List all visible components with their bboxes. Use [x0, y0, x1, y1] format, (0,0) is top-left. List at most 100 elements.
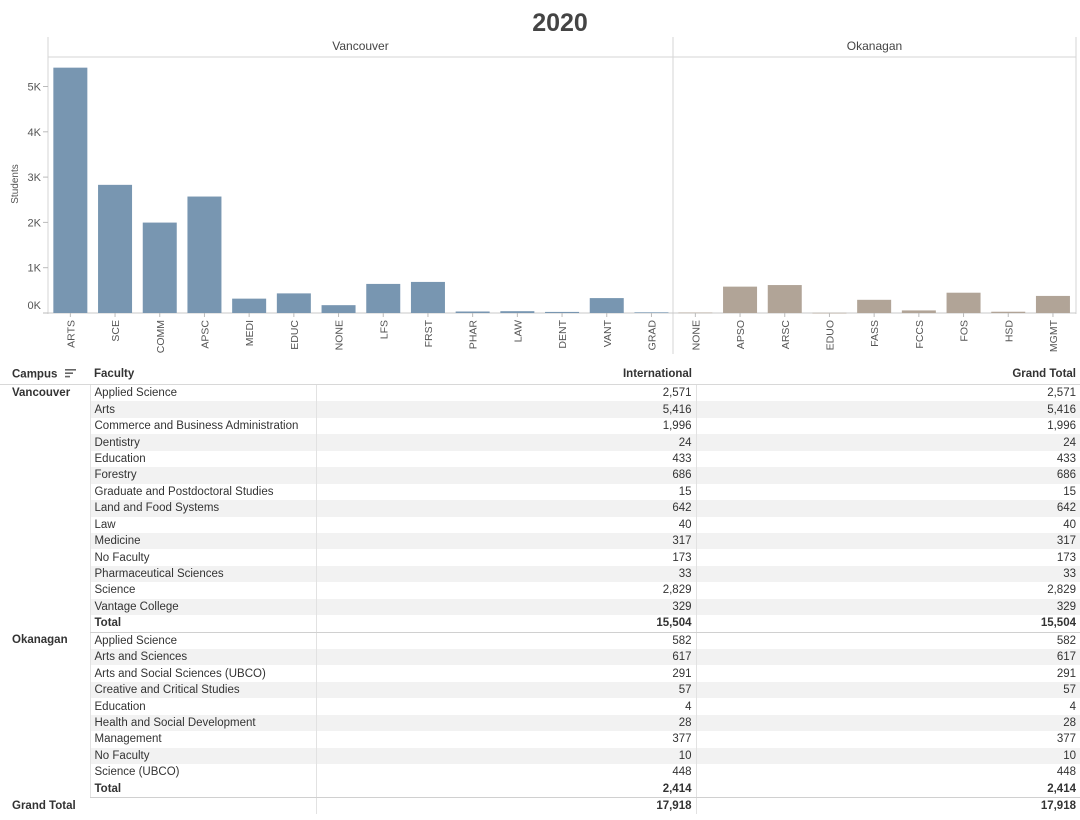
- international-cell: 2,829: [315, 582, 696, 599]
- total-row: Total 2,414 2,414: [0, 780, 1080, 798]
- international-cell: 291: [315, 665, 696, 682]
- faculty-cell: Commerce and Business Administration: [89, 417, 316, 435]
- faculty-cell: Arts and Social Sciences (UBCO): [89, 665, 316, 682]
- grand-total-cell: 2,571: [695, 384, 1080, 402]
- bar: [1035, 295, 1070, 313]
- data-table: Campus Faculty International Grand Total…: [0, 364, 1080, 815]
- faculty-cell: Total: [89, 780, 316, 798]
- bar: [857, 299, 892, 313]
- grand-total-cell: 582: [695, 632, 1080, 649]
- international-cell: 5,416: [315, 401, 696, 418]
- chart-title: 2020: [532, 9, 588, 37]
- x-tick-label: ARSC: [780, 320, 792, 350]
- international-cell: 10: [315, 747, 696, 765]
- x-tick-label: SCE: [110, 320, 122, 342]
- faculty-cell: Dentistry: [89, 434, 316, 451]
- grand-total-cell: 28: [695, 714, 1080, 732]
- table-row: Science 2,829 2,829: [0, 582, 1080, 599]
- table-row: Arts 5,416 5,416: [0, 401, 1080, 418]
- sort-icon[interactable]: [64, 368, 77, 381]
- bar: [53, 67, 88, 313]
- x-tick-label: FCCS: [914, 320, 926, 349]
- grand-total-cell: 57: [695, 681, 1080, 699]
- faculty-cell: Applied Science: [89, 632, 316, 649]
- grand-total-cell: 15,504: [695, 615, 1080, 633]
- international-cell: 1,996: [315, 417, 696, 435]
- faculty-header: Faculty: [90, 364, 316, 385]
- table-row: Law 40 40: [0, 516, 1080, 533]
- faculty-cell: Land and Food Systems: [89, 500, 316, 517]
- grand-total-cell: 2,829: [695, 582, 1080, 599]
- panel-label: Vancouver: [332, 39, 388, 53]
- grand-total-header: Grand Total: [696, 364, 1080, 385]
- x-tick-label: APSO: [735, 320, 747, 349]
- bar: [767, 285, 802, 313]
- y-axis: 0K 1K 2K 3K 4K 5K: [28, 82, 48, 314]
- grand-total-cell: 2,414: [695, 780, 1080, 798]
- bar: [187, 196, 222, 313]
- international-cell: 377: [315, 731, 696, 748]
- international-cell: 28: [315, 714, 696, 732]
- grand-total-cell: 448: [695, 764, 1080, 781]
- faculty-cell: Creative and Critical Studies: [89, 681, 316, 699]
- table-row: Creative and Critical Studies 57 57: [0, 681, 1080, 699]
- x-tick-label: MEDI: [244, 320, 256, 346]
- x-tick-label: COMM: [155, 320, 167, 353]
- grand-total-cell: 433: [695, 450, 1080, 468]
- grand-total-cell: 1,996: [695, 417, 1080, 435]
- bar: [276, 293, 311, 313]
- grand-total-cell: 173: [695, 549, 1080, 566]
- x-tick-label: NONE: [334, 320, 346, 350]
- international-header: International: [316, 364, 696, 385]
- grand-total-cell: 4: [695, 698, 1080, 715]
- faculty-cell: No Faculty: [89, 549, 316, 566]
- grand-total-cell: 40: [695, 516, 1080, 533]
- y-axis-title: Students: [10, 164, 21, 203]
- table-row: Commerce and Business Administration 1,99…: [0, 417, 1080, 435]
- x-tick-label: FRST: [423, 319, 435, 347]
- grand-total-cell: 24: [695, 434, 1080, 451]
- bar: [366, 283, 401, 313]
- table-row: Education 4 4: [0, 698, 1080, 715]
- bar: [678, 312, 713, 314]
- table-row: Graduate and Postdoctoral Studies 15 15: [0, 483, 1080, 501]
- grand-total-value: 17,918: [695, 796, 1080, 815]
- table-row: Education 433 433: [0, 450, 1080, 468]
- bar: [500, 311, 535, 313]
- table-row: Vancouver Applied Science 2,571 2,571: [0, 384, 1080, 402]
- y-tick-label: 4K: [28, 127, 42, 139]
- bar: [991, 311, 1026, 313]
- grand-total-cell: 33: [695, 565, 1080, 583]
- table-row: Health and Social Development 28 28: [0, 714, 1080, 732]
- campus-header[interactable]: Campus: [0, 364, 90, 385]
- campus-cell: Okanagan: [12, 634, 68, 647]
- table-row: Land and Food Systems 642 642: [0, 500, 1080, 517]
- international-cell: 4: [315, 698, 696, 715]
- bar: [321, 305, 356, 313]
- chart-panels: Vancouver ARTS SCE COMM APSC MEDI EDUC NONE LFS F…: [53, 39, 1070, 353]
- international-cell: 15: [315, 483, 696, 501]
- bar: [901, 310, 936, 313]
- grand-total-cell: 329: [695, 598, 1080, 616]
- faculty-cell: Medicine: [89, 532, 316, 550]
- panel-label: Okanagan: [847, 39, 902, 53]
- international-cell: 686: [315, 467, 696, 484]
- faculty-cell: Education: [89, 450, 316, 468]
- campus-header-label: Campus: [12, 368, 58, 381]
- grand-total-cell: 377: [695, 731, 1080, 748]
- international-cell: 57: [315, 681, 696, 699]
- bar: [142, 222, 177, 313]
- grand-total-cell: 5,416: [695, 401, 1080, 418]
- y-tick-label: 2K: [28, 217, 42, 229]
- x-tick-label: LAW: [512, 320, 524, 342]
- international-cell: 448: [315, 764, 696, 781]
- grand-total-international: 17,918: [315, 796, 696, 815]
- table-row: Science (UBCO) 448 448: [0, 764, 1080, 781]
- faculty-cell: Health and Social Development: [89, 714, 316, 732]
- international-cell: 433: [315, 450, 696, 468]
- bar: [723, 286, 758, 313]
- faculty-cell: Applied Science: [89, 384, 316, 402]
- x-tick-label: APSC: [199, 320, 211, 349]
- table-row: No Faculty 173 173: [0, 549, 1080, 566]
- faculty-cell: Total: [89, 615, 316, 633]
